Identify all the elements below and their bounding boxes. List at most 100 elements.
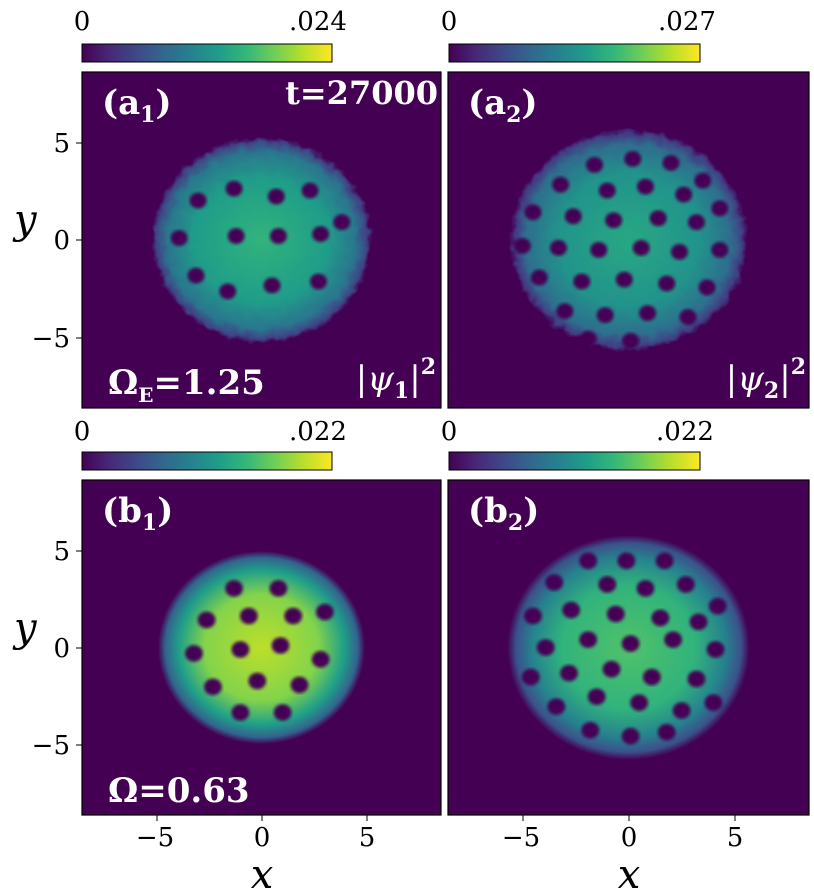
vortex-core xyxy=(651,609,670,627)
vortex-core xyxy=(513,238,531,254)
x-tick-label: 5 xyxy=(359,823,376,853)
vortex-core xyxy=(598,576,617,593)
density-cloud xyxy=(158,550,365,745)
x-tick-label: 5 xyxy=(727,823,744,853)
vortex-core xyxy=(545,574,564,591)
colorbar-a1-tick-max: .024 xyxy=(289,7,347,37)
x-tick-label: −5 xyxy=(502,823,540,853)
vortex-core xyxy=(239,607,258,625)
panel-b1-x-ticks: −5 0 5 xyxy=(136,815,375,853)
colorbar-a2-tick-min: 0 xyxy=(441,7,458,37)
vortex-core xyxy=(615,271,633,288)
vortex-core xyxy=(704,694,723,711)
panel-a2-vortices xyxy=(513,151,729,349)
vortex-core xyxy=(564,208,582,225)
vortex-core xyxy=(676,576,695,593)
colorbar-a2-bar xyxy=(448,43,701,63)
vortex-core xyxy=(621,727,640,745)
colorbar-b2-bar xyxy=(448,451,701,471)
panel-b1-density-cloud xyxy=(158,550,365,745)
y-tick-label: 0 xyxy=(53,226,70,256)
vortex-core xyxy=(170,230,188,246)
panel-a1-time: t=27000 xyxy=(285,74,438,112)
vortex-core xyxy=(598,182,616,199)
vortex-core xyxy=(267,188,285,205)
colorbar-b1-tick-max: .022 xyxy=(289,417,347,447)
vortex-core xyxy=(642,668,661,686)
vortex-core xyxy=(231,704,250,721)
vortex-core xyxy=(708,597,727,615)
colorbar-b2-tick-min: 0 xyxy=(441,417,458,447)
vortex-core xyxy=(657,723,676,741)
vortex-core xyxy=(636,178,654,195)
vortex-core xyxy=(273,704,292,721)
vortex-core xyxy=(269,580,288,597)
vortex-core xyxy=(231,641,250,658)
vortex-core xyxy=(581,721,600,739)
vortex-core xyxy=(227,228,245,244)
vortex-core xyxy=(248,672,267,690)
vortex-core xyxy=(189,192,207,209)
vortex-core xyxy=(524,204,542,221)
panel-a1-y-axis-label: y xyxy=(12,197,38,243)
vortex-core xyxy=(630,694,649,711)
vortex-core xyxy=(639,305,657,322)
x-tick-label: −5 xyxy=(136,823,174,853)
vortex-core xyxy=(689,613,708,631)
panel-b2-x-ticks: −5 0 5 xyxy=(502,815,743,853)
panel-a1: (a1) t=27000 |ψ1|2 ΩE=1.25 5 0 −5 y xyxy=(12,71,442,409)
vortex-core xyxy=(679,309,697,325)
vortex-core xyxy=(197,611,216,629)
vortex-core xyxy=(706,641,725,658)
panel-b1-label: (b1) xyxy=(102,491,173,536)
vortex-core xyxy=(552,176,570,193)
colorbar-a1-bar xyxy=(81,43,333,63)
x-tick-label: 0 xyxy=(254,823,271,853)
panel-b2-x-axis-label: x xyxy=(618,852,641,896)
vortex-core xyxy=(622,332,640,349)
vortex-core xyxy=(687,670,706,688)
vortex-core xyxy=(225,580,243,597)
y-tick-label: 5 xyxy=(53,537,70,567)
vortex-core xyxy=(658,275,676,292)
panel-b1-y-ticks: 5 0 −5 xyxy=(32,537,82,761)
colorbar-b2: 0 .022 xyxy=(441,417,714,471)
vortex-core xyxy=(187,267,205,284)
vortex-core xyxy=(662,155,680,171)
panel-a1-y-ticks: 5 0 −5 xyxy=(32,129,82,354)
panel-a1-density-label: |ψ1|2 xyxy=(356,354,436,404)
vortex-core xyxy=(549,240,567,256)
vortex-core xyxy=(333,214,351,231)
colorbar-b2-tick-max: .022 xyxy=(656,417,714,447)
colorbar-a1: 0 .024 xyxy=(74,7,347,63)
vortex-core xyxy=(694,172,712,189)
vortex-core xyxy=(536,639,555,656)
panel-a1-omega-label: ΩE=1.25 xyxy=(108,363,265,407)
vortex-core xyxy=(579,631,598,648)
panel-b1-x-axis-label: x xyxy=(251,852,274,896)
panel-b1-y-axis-label: y xyxy=(12,605,38,651)
vortex-core xyxy=(605,212,623,229)
vortex-core xyxy=(698,279,716,296)
vortex-core xyxy=(521,668,540,686)
panel-b2-vortices xyxy=(521,552,727,745)
vortex-core xyxy=(560,664,578,682)
panel-a2-frame xyxy=(447,71,810,409)
vortex-core xyxy=(606,605,625,623)
vortex-core xyxy=(315,603,334,621)
vortex-core xyxy=(664,631,683,648)
panel-b2: (b2) −5 0 5 x xyxy=(447,479,810,896)
colorbar-b1-tick-min: 0 xyxy=(74,417,91,447)
vortex-core xyxy=(301,182,319,199)
vortex-core xyxy=(562,601,581,619)
vortex-core xyxy=(636,580,655,597)
y-tick-label: −5 xyxy=(32,731,70,761)
vortex-core xyxy=(617,552,636,570)
panel-b1-omega-label: Ω=0.63 xyxy=(108,771,250,811)
panel-b2-label: (b2) xyxy=(468,491,539,536)
vortex-core xyxy=(225,180,243,197)
vortex-core xyxy=(672,702,691,719)
vortex-core xyxy=(573,273,591,290)
vortex-core xyxy=(185,645,203,662)
vortex-core xyxy=(632,240,650,256)
